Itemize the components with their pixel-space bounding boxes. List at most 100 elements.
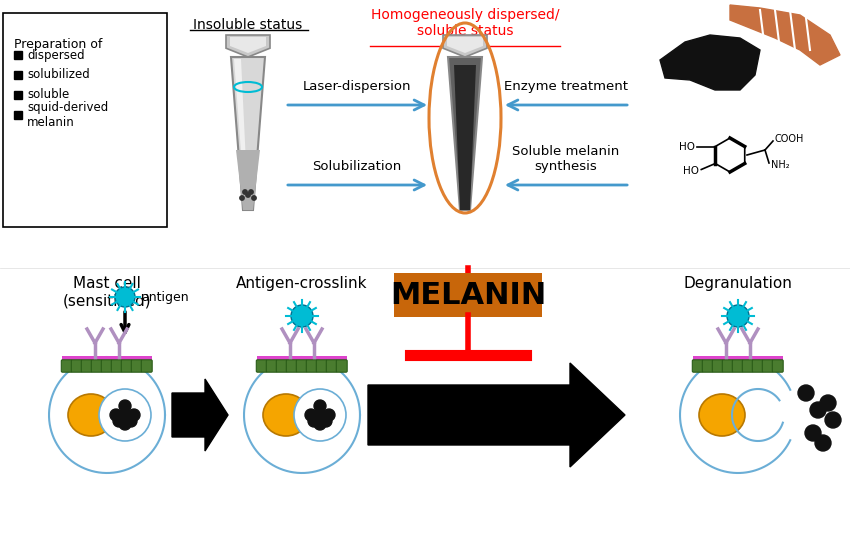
Circle shape [291,305,313,327]
Circle shape [805,425,821,441]
Text: NH₂: NH₂ [771,160,790,170]
Text: Insoluble status: Insoluble status [193,18,303,32]
Polygon shape [49,357,165,473]
Polygon shape [244,357,360,473]
Circle shape [294,389,346,441]
Text: antigen: antigen [141,290,189,304]
Text: Mast cell
(sensitized): Mast cell (sensitized) [63,276,151,309]
Polygon shape [660,35,760,90]
Polygon shape [443,35,487,57]
Polygon shape [236,150,260,210]
FancyBboxPatch shape [141,360,152,372]
Polygon shape [231,57,265,210]
Circle shape [249,190,253,194]
Circle shape [243,190,247,194]
Ellipse shape [68,394,114,436]
FancyBboxPatch shape [306,360,317,372]
FancyBboxPatch shape [131,360,142,372]
Circle shape [820,395,836,411]
Text: Laser-dispersion: Laser-dispersion [303,80,411,93]
Circle shape [314,418,326,430]
Text: Enzyme treatment: Enzyme treatment [504,80,628,93]
Circle shape [314,409,326,421]
Circle shape [240,196,244,200]
FancyBboxPatch shape [91,360,102,372]
Circle shape [320,415,332,427]
Polygon shape [368,363,625,467]
FancyBboxPatch shape [722,360,734,372]
Circle shape [798,385,814,401]
Polygon shape [226,35,270,57]
FancyBboxPatch shape [111,360,122,372]
FancyBboxPatch shape [752,360,763,372]
Polygon shape [172,379,228,451]
Text: Solubilization: Solubilization [312,160,401,173]
FancyBboxPatch shape [394,273,542,317]
Polygon shape [448,57,482,210]
FancyBboxPatch shape [3,13,167,227]
Circle shape [308,415,320,427]
FancyBboxPatch shape [297,360,307,372]
Polygon shape [234,59,248,205]
Circle shape [246,193,250,197]
Circle shape [815,435,831,451]
Circle shape [99,389,151,441]
Circle shape [115,287,135,307]
FancyBboxPatch shape [733,360,743,372]
Ellipse shape [699,394,745,436]
FancyBboxPatch shape [692,360,703,372]
Text: Antigen-crosslink: Antigen-crosslink [236,276,368,291]
FancyBboxPatch shape [712,360,723,372]
FancyBboxPatch shape [316,360,327,372]
Circle shape [113,415,125,427]
Polygon shape [447,37,483,53]
FancyBboxPatch shape [337,360,347,372]
Circle shape [810,402,826,418]
Bar [14,111,22,119]
Circle shape [727,305,749,327]
FancyBboxPatch shape [61,360,72,372]
Polygon shape [230,37,266,53]
Text: Degranulation: Degranulation [683,276,792,291]
Ellipse shape [263,394,309,436]
Circle shape [128,409,140,421]
Text: dispersed: dispersed [27,48,85,62]
FancyBboxPatch shape [326,360,337,372]
Bar [257,356,347,362]
FancyBboxPatch shape [71,360,82,372]
Circle shape [305,409,317,421]
Circle shape [252,196,256,200]
Circle shape [825,412,841,428]
FancyBboxPatch shape [257,360,267,372]
FancyBboxPatch shape [742,360,753,372]
Bar [14,71,22,79]
Circle shape [119,400,131,412]
Text: HO: HO [683,167,700,177]
Circle shape [119,409,131,421]
Text: Soluble melanin
synthesis: Soluble melanin synthesis [513,145,620,173]
Text: Preparation of: Preparation of [14,38,102,51]
Polygon shape [680,357,790,473]
Bar [14,51,22,59]
FancyBboxPatch shape [101,360,112,372]
FancyBboxPatch shape [266,360,277,372]
Circle shape [119,418,131,430]
Circle shape [110,409,122,421]
Circle shape [314,400,326,412]
FancyBboxPatch shape [122,360,133,372]
Polygon shape [454,65,476,210]
Text: Homogeneously dispersed/
soluble status: Homogeneously dispersed/ soluble status [371,8,559,38]
Bar [62,356,152,362]
Circle shape [125,415,137,427]
Text: soluble: soluble [27,89,69,102]
Text: squid-derived
melanin: squid-derived melanin [27,101,108,129]
Circle shape [323,409,335,421]
FancyBboxPatch shape [762,360,774,372]
Text: solubilized: solubilized [27,69,90,81]
FancyBboxPatch shape [286,360,298,372]
Text: HO: HO [679,141,695,151]
Text: MELANIN: MELANIN [390,280,546,310]
FancyBboxPatch shape [702,360,713,372]
FancyBboxPatch shape [773,360,783,372]
Bar [14,91,22,99]
